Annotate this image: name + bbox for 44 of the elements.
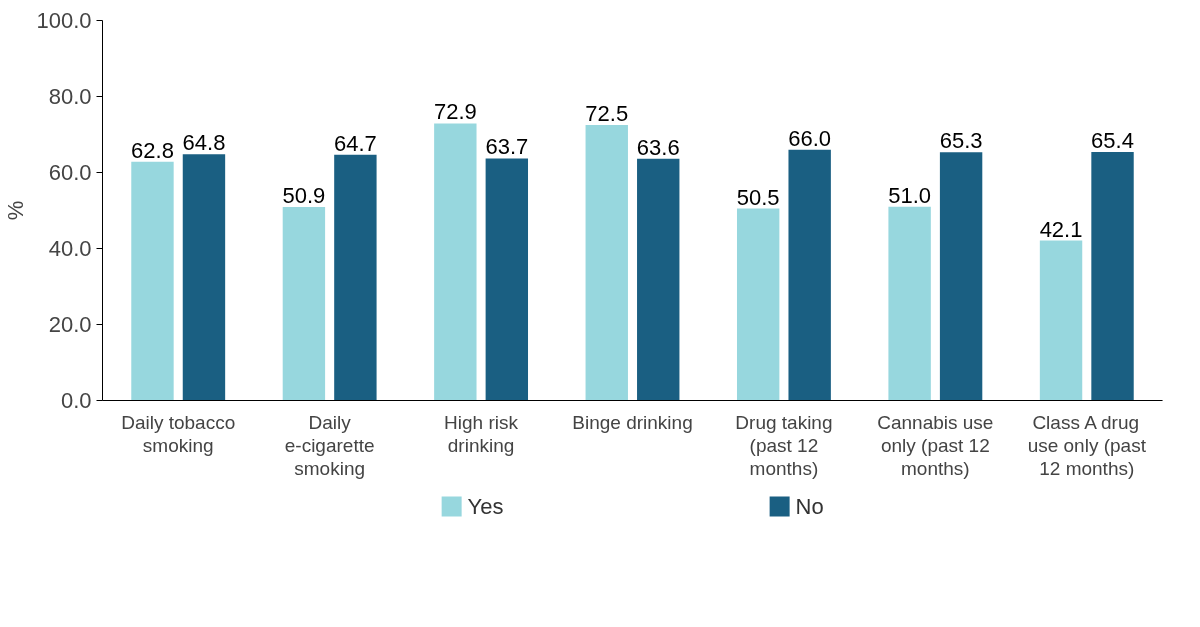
data-label: 72.9 [433,99,477,125]
data-label: 66.0 [788,125,832,151]
bar [736,208,780,401]
data-label: 62.8 [131,137,174,163]
x-tick-label: Daily tobacco smoking [121,411,236,456]
data-label: 42.1 [1039,216,1083,242]
data-label: 64.8 [182,130,226,156]
data-label: 63.7 [485,134,529,160]
y-tick-label: 80.0 [48,84,92,109]
legend-label: No [795,494,824,519]
bar [585,125,628,401]
x-tick-label: Daily e-cigarette smoking [284,411,375,479]
bar [637,158,680,401]
legend-label: Yes [467,494,504,519]
y-tick-label: 0.0 [60,388,92,413]
data-label: 72.5 [585,101,629,126]
bar [485,158,529,401]
y-tick-label: 100.0 [36,8,92,33]
data-label: 50.9 [282,183,326,209]
bar [1039,240,1083,401]
x-tick-label: Binge drinking [572,411,693,433]
data-label: 65.3 [939,128,983,154]
bar [334,154,377,401]
y-tick-label: 20.0 [48,312,92,337]
bar [282,207,326,401]
x-tick-label: Drug taking (past 12 months) [735,411,833,479]
bar [182,154,226,401]
data-label: 64.7 [333,130,377,156]
bar [131,161,174,401]
x-tick-label: High risk drinking [444,411,519,456]
y-axis-title: % [3,200,29,221]
data-label: 51.0 [888,182,932,208]
data-label: 63.6 [636,134,680,160]
bar [1091,151,1134,401]
y-tick-label: 40.0 [48,236,92,261]
data-label: 65.4 [1091,127,1134,153]
bar [434,123,477,401]
bar [888,206,931,401]
y-tick-label: 60.0 [48,160,92,185]
x-tick-label: Cannabis use only (past 12 months) [877,411,994,479]
bar [788,149,831,401]
bar [939,152,983,401]
data-label: 50.5 [736,184,780,210]
x-tick-label: Class A drug use only (past 12 months) [1027,411,1147,479]
